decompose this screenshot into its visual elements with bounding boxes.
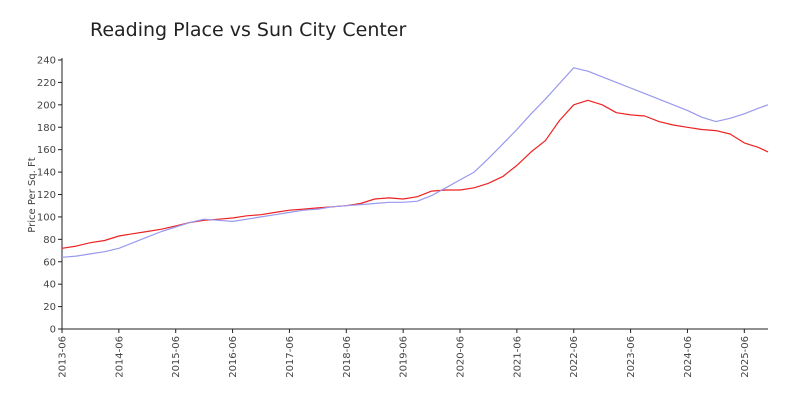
y-tick-label: 60	[43, 257, 56, 268]
x-tick-label: 2013-06	[58, 336, 69, 378]
series-line-1	[61, 99, 769, 249]
x-tick-label: 2017-06	[285, 336, 296, 378]
y-tick-label: 40	[43, 280, 56, 291]
y-tick-label: 80	[43, 235, 56, 246]
x-tick-label: 2023-06	[626, 336, 637, 378]
x-tick-label: 2019-06	[399, 336, 410, 378]
x-tick-label: 2016-06	[228, 336, 239, 378]
x-tick-label: 2024-06	[683, 336, 694, 378]
x-tick-label: 2020-06	[456, 336, 467, 378]
x-tick-label: 2018-06	[342, 336, 353, 378]
y-tick-label: 180	[37, 123, 56, 134]
y-tick-label: 0	[50, 325, 56, 336]
x-tick-label: 2021-06	[512, 336, 523, 378]
x-tick-label: 2015-06	[171, 336, 182, 378]
series-line-2	[61, 67, 769, 258]
x-tick-label: 2022-06	[569, 336, 580, 378]
y-tick-label: 120	[37, 190, 56, 201]
y-tick-label: 160	[37, 145, 56, 156]
chart-title: Reading Place vs Sun City Center	[90, 19, 406, 41]
y-tick-label: 220	[37, 78, 56, 89]
plot-area: 0 20 40 60 80 100 120 140 160 180 200 220 240 2013-06…	[37, 56, 769, 378]
y-axis-label: Price Per Sq. Ft	[27, 157, 38, 232]
y-tick-label: 100	[37, 212, 56, 223]
y-tick-label: 140	[37, 168, 56, 179]
y-tick-label: 240	[37, 56, 56, 67]
x-tick-label: 2025-06	[740, 336, 751, 378]
x-tick-label: 2014-06	[114, 336, 125, 378]
y-tick-label: 200	[37, 100, 56, 111]
y-tick-label: 20	[43, 302, 56, 313]
